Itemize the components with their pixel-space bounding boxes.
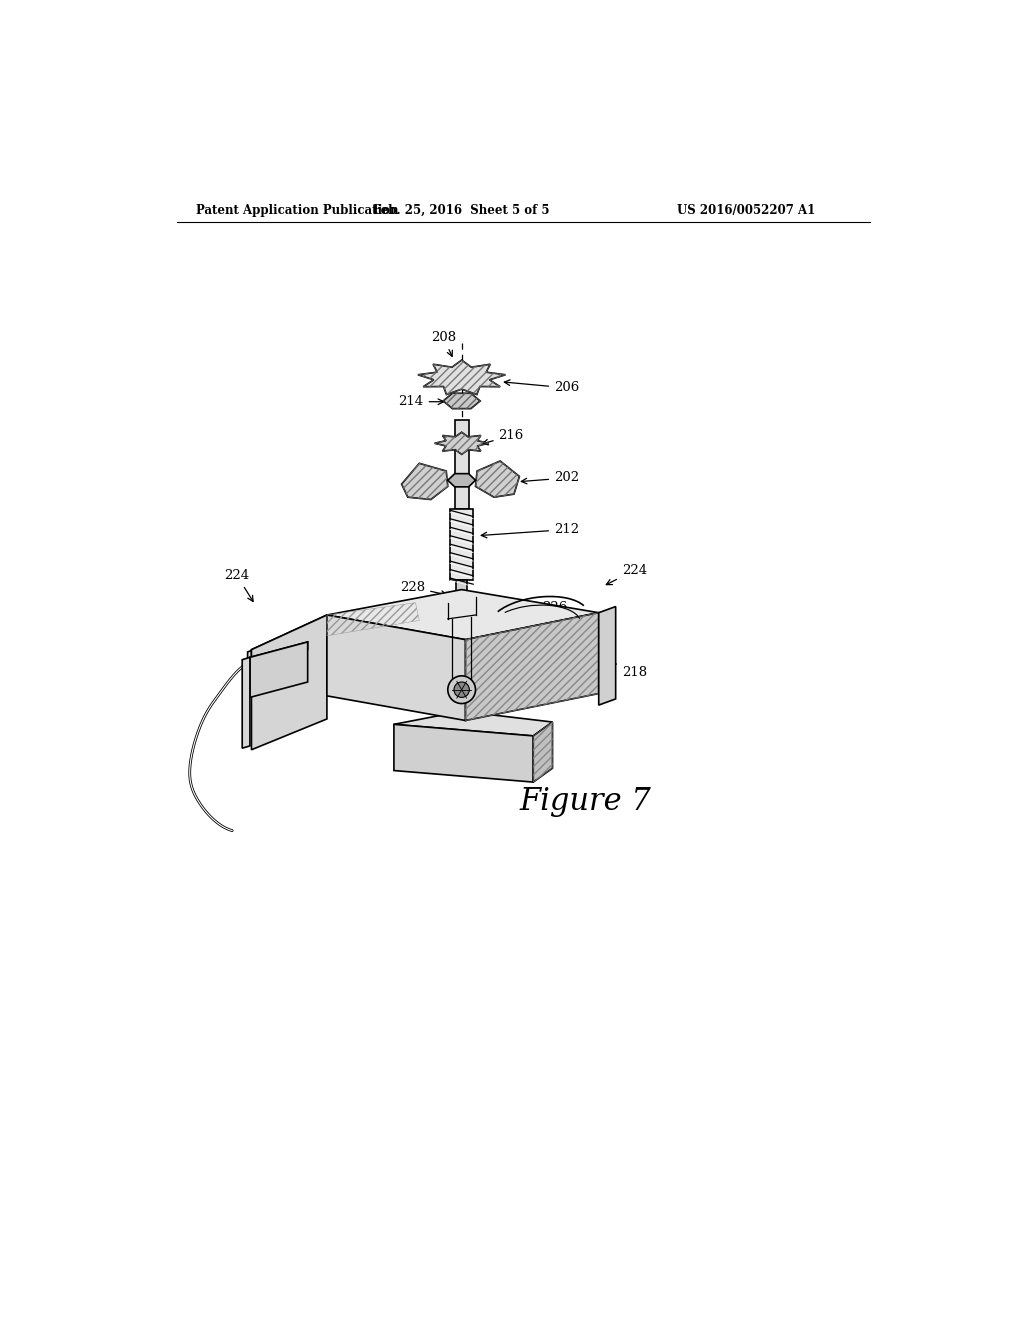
Polygon shape	[447, 474, 475, 487]
Text: 202: 202	[521, 471, 580, 484]
Polygon shape	[250, 642, 307, 697]
Text: 222: 222	[410, 620, 445, 672]
Polygon shape	[457, 581, 467, 593]
Text: Figure 7: Figure 7	[519, 785, 650, 817]
Polygon shape	[401, 463, 447, 499]
Text: 226: 226	[510, 601, 567, 620]
Text: 230: 230	[483, 680, 514, 709]
Polygon shape	[250, 642, 307, 665]
Circle shape	[447, 676, 475, 704]
Polygon shape	[394, 725, 534, 781]
Text: 216: 216	[482, 429, 524, 445]
Text: 214: 214	[398, 395, 443, 408]
Polygon shape	[418, 360, 506, 395]
Polygon shape	[248, 628, 309, 660]
Text: 224: 224	[224, 569, 253, 602]
Polygon shape	[455, 420, 469, 508]
Polygon shape	[252, 615, 327, 657]
Text: US 2016/0052207 A1: US 2016/0052207 A1	[677, 205, 815, 218]
Polygon shape	[466, 612, 599, 721]
Polygon shape	[252, 615, 327, 750]
Polygon shape	[451, 508, 473, 581]
Polygon shape	[394, 711, 553, 737]
Polygon shape	[475, 461, 519, 498]
Polygon shape	[243, 657, 250, 748]
Polygon shape	[534, 722, 553, 781]
Text: 206: 206	[504, 380, 580, 395]
Text: Feb. 25, 2016  Sheet 5 of 5: Feb. 25, 2016 Sheet 5 of 5	[374, 205, 550, 218]
Text: Patent Application Publication: Patent Application Publication	[196, 205, 398, 218]
Text: 208: 208	[431, 331, 456, 356]
Circle shape	[454, 682, 469, 697]
Polygon shape	[327, 615, 466, 721]
Polygon shape	[599, 607, 615, 705]
Polygon shape	[434, 432, 488, 454]
Text: 228: 228	[400, 581, 446, 597]
Text: 212: 212	[481, 523, 580, 537]
Polygon shape	[327, 590, 599, 640]
Text: 224: 224	[606, 564, 647, 585]
Text: 218: 218	[606, 659, 647, 680]
Polygon shape	[443, 393, 480, 409]
